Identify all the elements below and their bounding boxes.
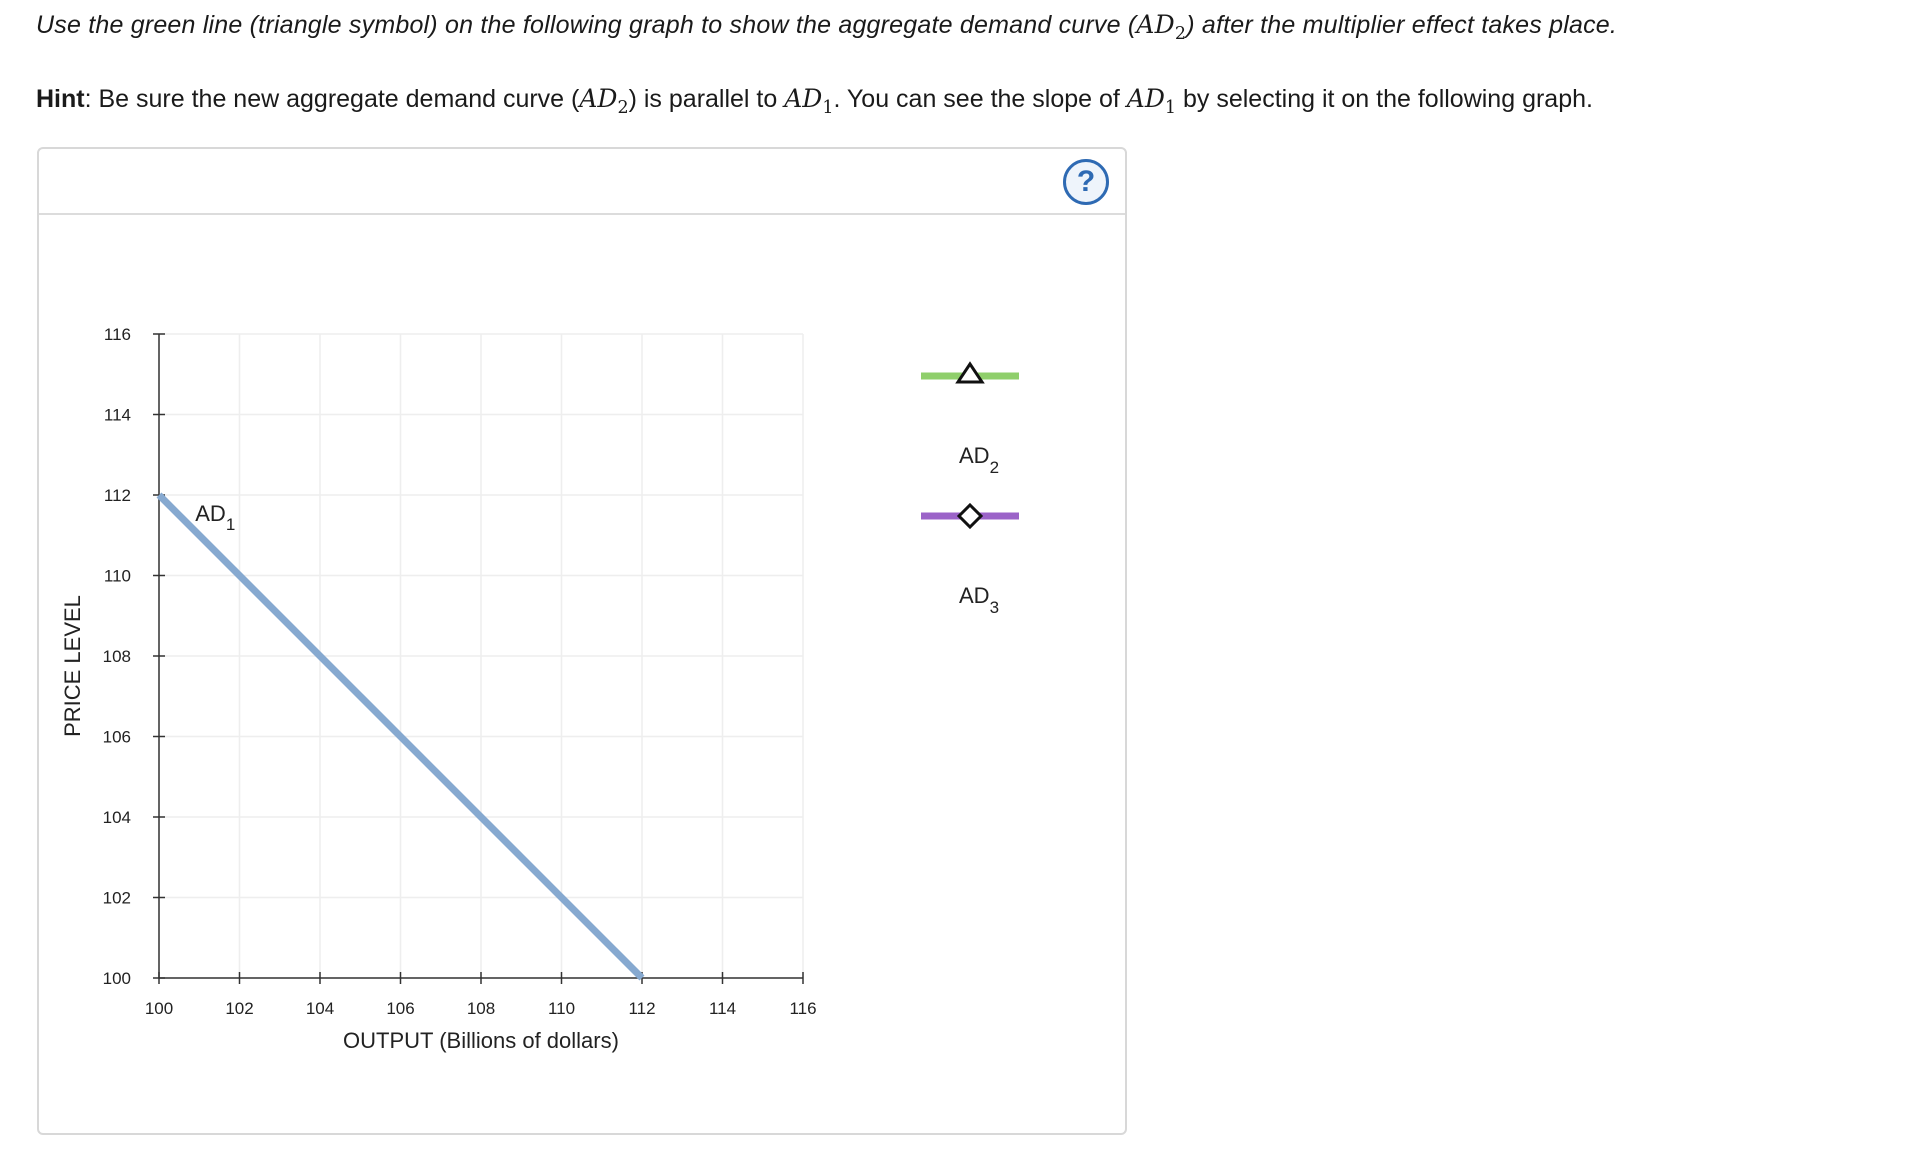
diamond-icon[interactable] — [956, 502, 984, 530]
x-tick-label: 112 — [628, 999, 655, 1018]
y-axis-title: PRICE LEVEL — [60, 595, 85, 737]
y-tick-label: 110 — [104, 567, 131, 586]
y-tick-label: 106 — [103, 728, 131, 747]
y-tick-label: 108 — [103, 647, 131, 666]
ad1-curve[interactable] — [156, 492, 645, 981]
instructions-text: Use the green line (triangle symbol) on … — [36, 10, 1618, 44]
y-tick-label: 102 — [103, 889, 131, 908]
y-tick-label: 104 — [103, 808, 131, 827]
x-tick-label: 102 — [225, 999, 253, 1018]
x-tick-label: 106 — [386, 999, 414, 1018]
y-tick-label: 116 — [104, 325, 131, 344]
chart-svg[interactable]: 100 102 104 106 108 110 112 114 116 100 102 104 106 1… — [39, 149, 1125, 1133]
triangle-icon[interactable] — [955, 361, 985, 384]
x-tick-label: 114 — [709, 999, 736, 1018]
x-tick-label: 110 — [548, 999, 575, 1018]
ad2-math: AD2 — [1136, 10, 1187, 44]
x-tick-label: 108 — [467, 999, 495, 1018]
tool-label-ad3: AD3 — [959, 583, 999, 617]
tool-label-ad2: AD2 — [959, 443, 999, 477]
x-axis-title: OUTPUT (Billions of dollars) — [343, 1028, 619, 1053]
y-tick-label: 112 — [104, 486, 131, 505]
graph-panel: ? 100 102 104 106 108 110 112 114 116 100 102 104 10… — [37, 147, 1127, 1135]
ad1-label: AD1 — [195, 501, 235, 534]
y-tick-label: 114 — [104, 406, 131, 425]
x-tick-label: 116 — [789, 999, 816, 1018]
question-circle-icon[interactable]: ? — [1063, 159, 1109, 205]
hint-text: Hint: Be sure the new aggregate demand c… — [36, 84, 1593, 118]
x-tick-label: 100 — [145, 999, 173, 1018]
panel-header: ? — [39, 149, 1125, 215]
y-tick-label: 100 — [103, 969, 131, 988]
x-tick-label: 104 — [306, 999, 334, 1018]
